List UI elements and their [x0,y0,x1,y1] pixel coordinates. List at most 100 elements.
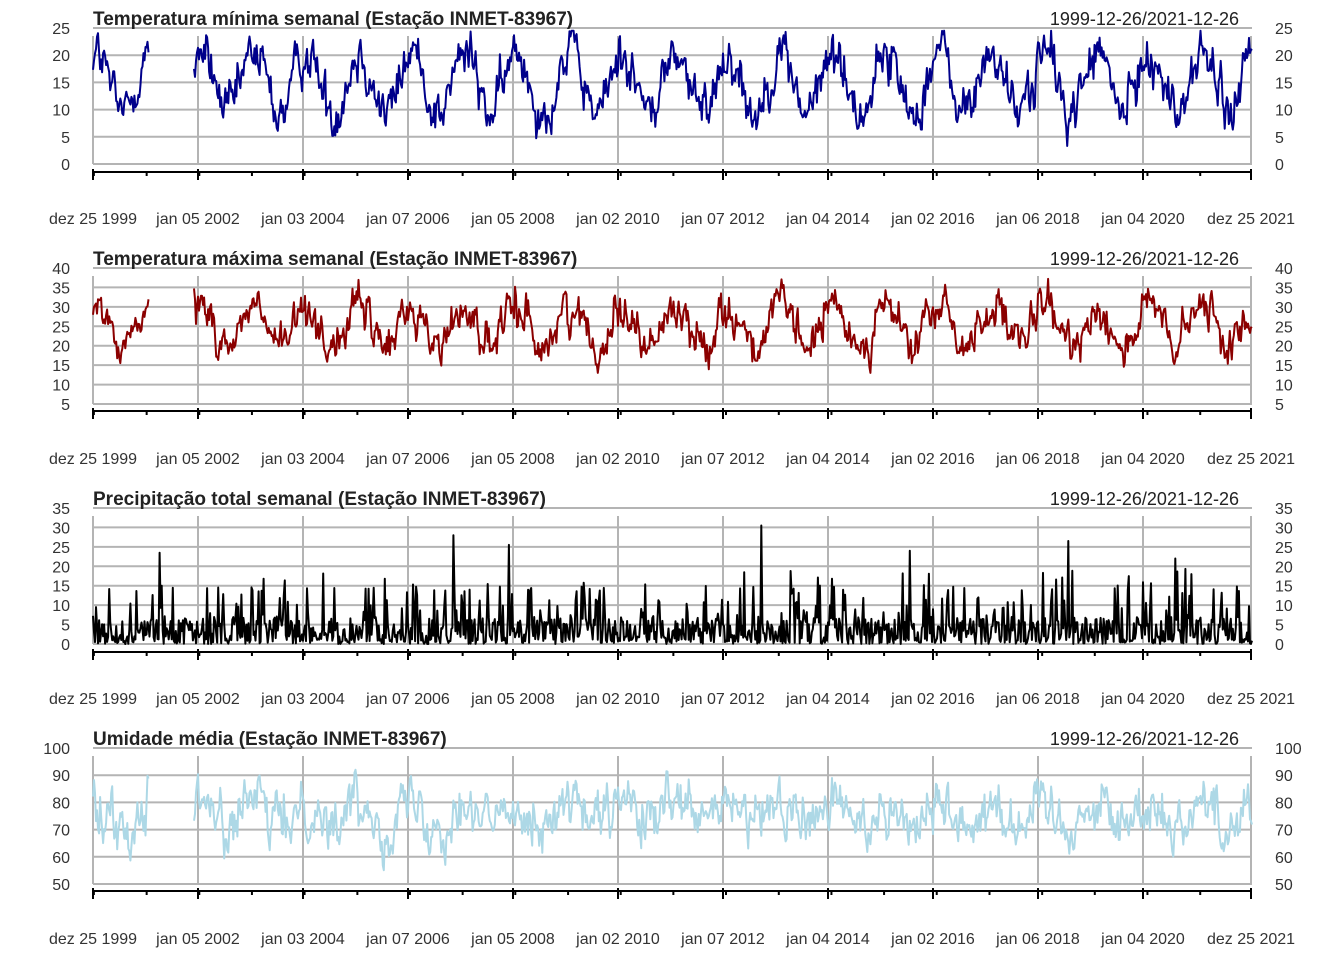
x-tick-label: jan 04 2014 [785,691,870,708]
x-tick-label: jan 04 2014 [785,451,870,468]
y-tick-label-left: 25 [52,21,70,38]
panel-4: dez 25 1999 jan 05 2002 jan 03 2004 jan 07 … [43,726,1302,948]
y-tick-label-right: 15 [1275,358,1293,375]
y-tick-label-left: 30 [52,300,70,317]
panel-3: dez 25 1999 jan 05 2002 jan 03 2004 jan 07 … [49,486,1295,708]
y-tick-label-right: 20 [1275,559,1293,576]
x-tick-label: jan 05 2008 [470,691,555,708]
x-tick-label: jan 07 2012 [680,451,765,468]
series-line [92,524,1253,645]
series-line [92,29,1253,147]
chart-title: Precipitação total semanal (Estação INME… [93,489,546,510]
x-tick-label: jan 03 2004 [260,451,345,468]
y-tick-label-left: 15 [52,579,70,596]
y-tick-label-left: 90 [52,768,70,785]
x-tick-label: jan 02 2016 [890,931,975,948]
x-tick-label: jan 05 2008 [470,211,555,228]
y-tick-label-left: 100 [43,741,70,758]
chart-title: Temperatura máxima semanal (Estação INME… [93,249,577,270]
y-tick-label-right: 35 [1275,501,1293,518]
x-tick-label: jan 04 2020 [1100,931,1185,948]
y-tick-label-left: 0 [61,157,70,174]
y-tick-label-left: 0 [61,637,70,654]
y-tick-label-left: 80 [52,795,70,812]
chart-title: Temperatura mínima semanal (Estação INME… [93,9,573,30]
y-tick-label-right: 60 [1275,850,1293,867]
y-tick-label-left: 5 [61,618,70,635]
x-tick-label: jan 06 2018 [995,931,1080,948]
y-tick-label-left: 25 [52,540,70,557]
y-tick-label-right: 70 [1275,823,1293,840]
series-line [92,277,1253,374]
panel-1: dez 25 1999 jan 05 2002 jan 03 2004 jan 07 … [49,6,1295,228]
y-tick-label-left: 35 [52,501,70,518]
title-anchor [93,726,94,727]
y-tick-label-right: 20 [1275,339,1293,356]
y-tick-label-left: 50 [52,877,70,894]
y-tick-label-left: 25 [52,319,70,336]
y-tick-label-right: 15 [1275,75,1293,92]
x-tick-label: jan 04 2014 [785,211,870,228]
x-tick-label: jan 07 2012 [680,931,765,948]
y-tick-label-left: 15 [52,358,70,375]
x-tick-label: jan 02 2016 [890,451,975,468]
x-tick-label: jan 04 2020 [1100,211,1185,228]
x-tick-label: jan 02 2016 [890,211,975,228]
x-tick-label: dez 25 1999 [49,211,137,228]
x-tick-label: jan 05 2002 [155,211,240,228]
y-tick-label-right: 80 [1275,795,1293,812]
x-tick-label: jan 02 2010 [575,211,660,228]
x-tick-label: jan 05 2002 [155,451,240,468]
y-tick-label-right: 40 [1275,261,1293,278]
x-tick-label: dez 25 1999 [49,691,137,708]
x-tick-label: jan 04 2014 [785,931,870,948]
y-tick-label-left: 20 [52,339,70,356]
title-anchor [93,6,94,7]
panel-2: dez 25 1999 jan 05 2002 jan 03 2004 jan 07 … [49,246,1295,468]
x-tick-label: jan 02 2016 [890,691,975,708]
y-tick-label-right: 35 [1275,280,1293,297]
title-anchor [93,246,94,247]
series-line [92,768,1253,872]
y-tick-label-left: 35 [52,280,70,297]
x-tick-label: jan 07 2006 [365,211,450,228]
x-tick-label: jan 02 2010 [575,931,660,948]
y-tick-label-left: 20 [52,48,70,65]
date-range-label: 1999-12-26/2021-12-26 [1050,489,1239,509]
x-tick-label: dez 25 2021 [1207,931,1295,948]
x-tick-label: dez 25 1999 [49,931,137,948]
x-tick-label: jan 03 2004 [260,691,345,708]
x-tick-label: jan 07 2006 [365,691,450,708]
x-tick-label: jan 06 2018 [995,691,1080,708]
y-tick-label-right: 0 [1275,637,1284,654]
title-anchor [93,486,94,487]
y-tick-label-right: 10 [1275,378,1293,395]
y-tick-label-right: 30 [1275,300,1293,317]
y-tick-label-left: 40 [52,261,70,278]
x-tick-label: jan 04 2020 [1100,691,1185,708]
date-range-label: 1999-12-26/2021-12-26 [1050,249,1239,269]
y-tick-label-right: 30 [1275,520,1293,537]
x-tick-label: jan 02 2010 [575,451,660,468]
x-tick-label: jan 03 2004 [260,931,345,948]
y-tick-label-right: 50 [1275,877,1293,894]
x-tick-label: dez 25 2021 [1207,451,1295,468]
x-tick-label: dez 25 2021 [1207,211,1295,228]
y-tick-label-right: 20 [1275,48,1293,65]
x-tick-label: jan 07 2006 [365,931,450,948]
y-tick-label-right: 90 [1275,768,1293,785]
x-tick-label: dez 25 1999 [49,451,137,468]
x-tick-label: jan 04 2020 [1100,451,1185,468]
y-tick-label-right: 5 [1275,618,1284,635]
x-tick-label: jan 05 2008 [470,451,555,468]
y-tick-label-left: 10 [52,598,70,615]
x-tick-label: jan 07 2012 [680,691,765,708]
y-tick-label-right: 25 [1275,540,1293,557]
y-tick-label-right: 25 [1275,319,1293,336]
y-tick-label-right: 5 [1275,397,1284,414]
y-tick-label-left: 5 [61,397,70,414]
chart-title: Umidade média (Estação INMET-83967) [93,729,447,750]
date-range-label: 1999-12-26/2021-12-26 [1050,729,1239,749]
y-tick-label-left: 10 [52,378,70,395]
